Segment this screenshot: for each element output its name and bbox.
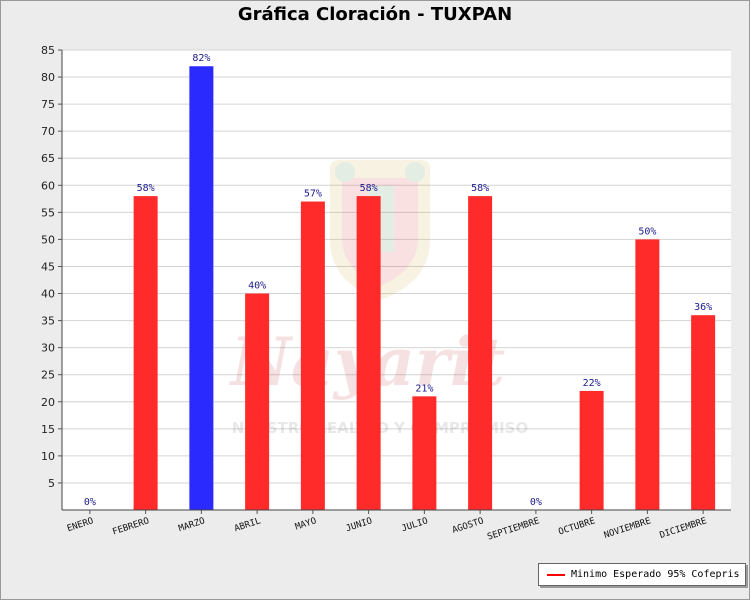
- bar-marzo: [189, 66, 214, 510]
- y-tick-label: 20: [41, 396, 55, 409]
- y-tick-label: 80: [41, 71, 55, 84]
- y-tick-label: 15: [41, 423, 55, 436]
- x-tick-label: ENERO: [66, 516, 95, 534]
- data-label: 22%: [583, 378, 601, 389]
- bar-noviembre: [635, 239, 660, 511]
- data-label: 50%: [638, 226, 656, 237]
- bar-febrero: [133, 196, 158, 510]
- y-tick-label: 70: [41, 125, 55, 138]
- data-label: 58%: [360, 183, 378, 194]
- y-tick-label: 60: [41, 179, 55, 192]
- data-label: 57%: [304, 189, 322, 200]
- gridlines: [62, 49, 731, 484]
- data-label: 36%: [694, 302, 712, 313]
- x-tick-label: NOVIEMBRE: [603, 516, 652, 541]
- bars: [133, 66, 716, 511]
- data-label: 21%: [415, 383, 433, 394]
- y-tick-label: 10: [41, 450, 55, 463]
- legend-swatch: [547, 573, 565, 576]
- x-tick-label: FEBRERO: [111, 516, 150, 537]
- data-label: 58%: [137, 183, 155, 194]
- data-labels: 0% 58% 82% 40% 57% 58% 21% 58% 0% 22% 50% 36%: [84, 53, 712, 508]
- bar-octubre: [579, 390, 604, 510]
- x-tick-label: DICIEMBRE: [659, 516, 708, 541]
- y-tick-label: 75: [41, 98, 55, 111]
- y-tick-label: 65: [41, 152, 55, 165]
- x-tick-label: JULIO: [400, 516, 429, 534]
- data-label: 0%: [530, 497, 542, 508]
- bar-agosto: [468, 196, 493, 510]
- bar-julio: [412, 396, 437, 510]
- x-tick-label: AGOSTO: [451, 516, 485, 536]
- bar-abril: [245, 293, 270, 510]
- y-tick-label: 25: [41, 369, 55, 382]
- x-tick-label: SEPTIEMBRE: [486, 516, 541, 542]
- chart-title: Gráfica Cloración - TUXPAN: [237, 4, 513, 25]
- plot-area: [62, 50, 731, 510]
- y-tick-label: 30: [41, 342, 55, 355]
- y-tick-label: 50: [41, 233, 55, 246]
- axes: [61, 50, 731, 511]
- data-label: 40%: [248, 281, 266, 292]
- x-tick-label: ABRIL: [233, 516, 262, 534]
- y-tick-label: 85: [41, 44, 55, 57]
- bar-diciembre: [691, 315, 716, 510]
- legend-label: Minimo Esperado 95% Cofepris: [571, 569, 740, 580]
- bar-junio: [356, 196, 381, 510]
- bar-mayo: [300, 201, 325, 510]
- y-tick-label: 5: [48, 477, 55, 490]
- x-tick-label: MARZO: [177, 516, 206, 534]
- y-tick-label: 55: [41, 206, 55, 219]
- x-tick-label: JUNIO: [345, 516, 374, 534]
- x-axis-ticks: ENERO FEBRERO MARZO ABRIL MAYO JUNIO JULIO AGOS…: [66, 510, 708, 543]
- y-tick-label: 35: [41, 315, 55, 328]
- y-tick-label: 45: [41, 260, 55, 273]
- x-tick-label: OCTUBRE: [557, 516, 596, 537]
- data-label: 58%: [471, 183, 489, 194]
- y-tick-label: 40: [41, 288, 55, 301]
- data-label: 82%: [192, 53, 210, 64]
- y-axis-ticks: 5 10 15 20 25 30 35 40 45 50 55 60 65 70 75 80 85: [41, 44, 62, 490]
- data-label: 0%: [84, 497, 96, 508]
- x-tick-label: MAYO: [294, 516, 318, 532]
- legend: Minimo Esperado 95% Cofepris: [538, 563, 746, 586]
